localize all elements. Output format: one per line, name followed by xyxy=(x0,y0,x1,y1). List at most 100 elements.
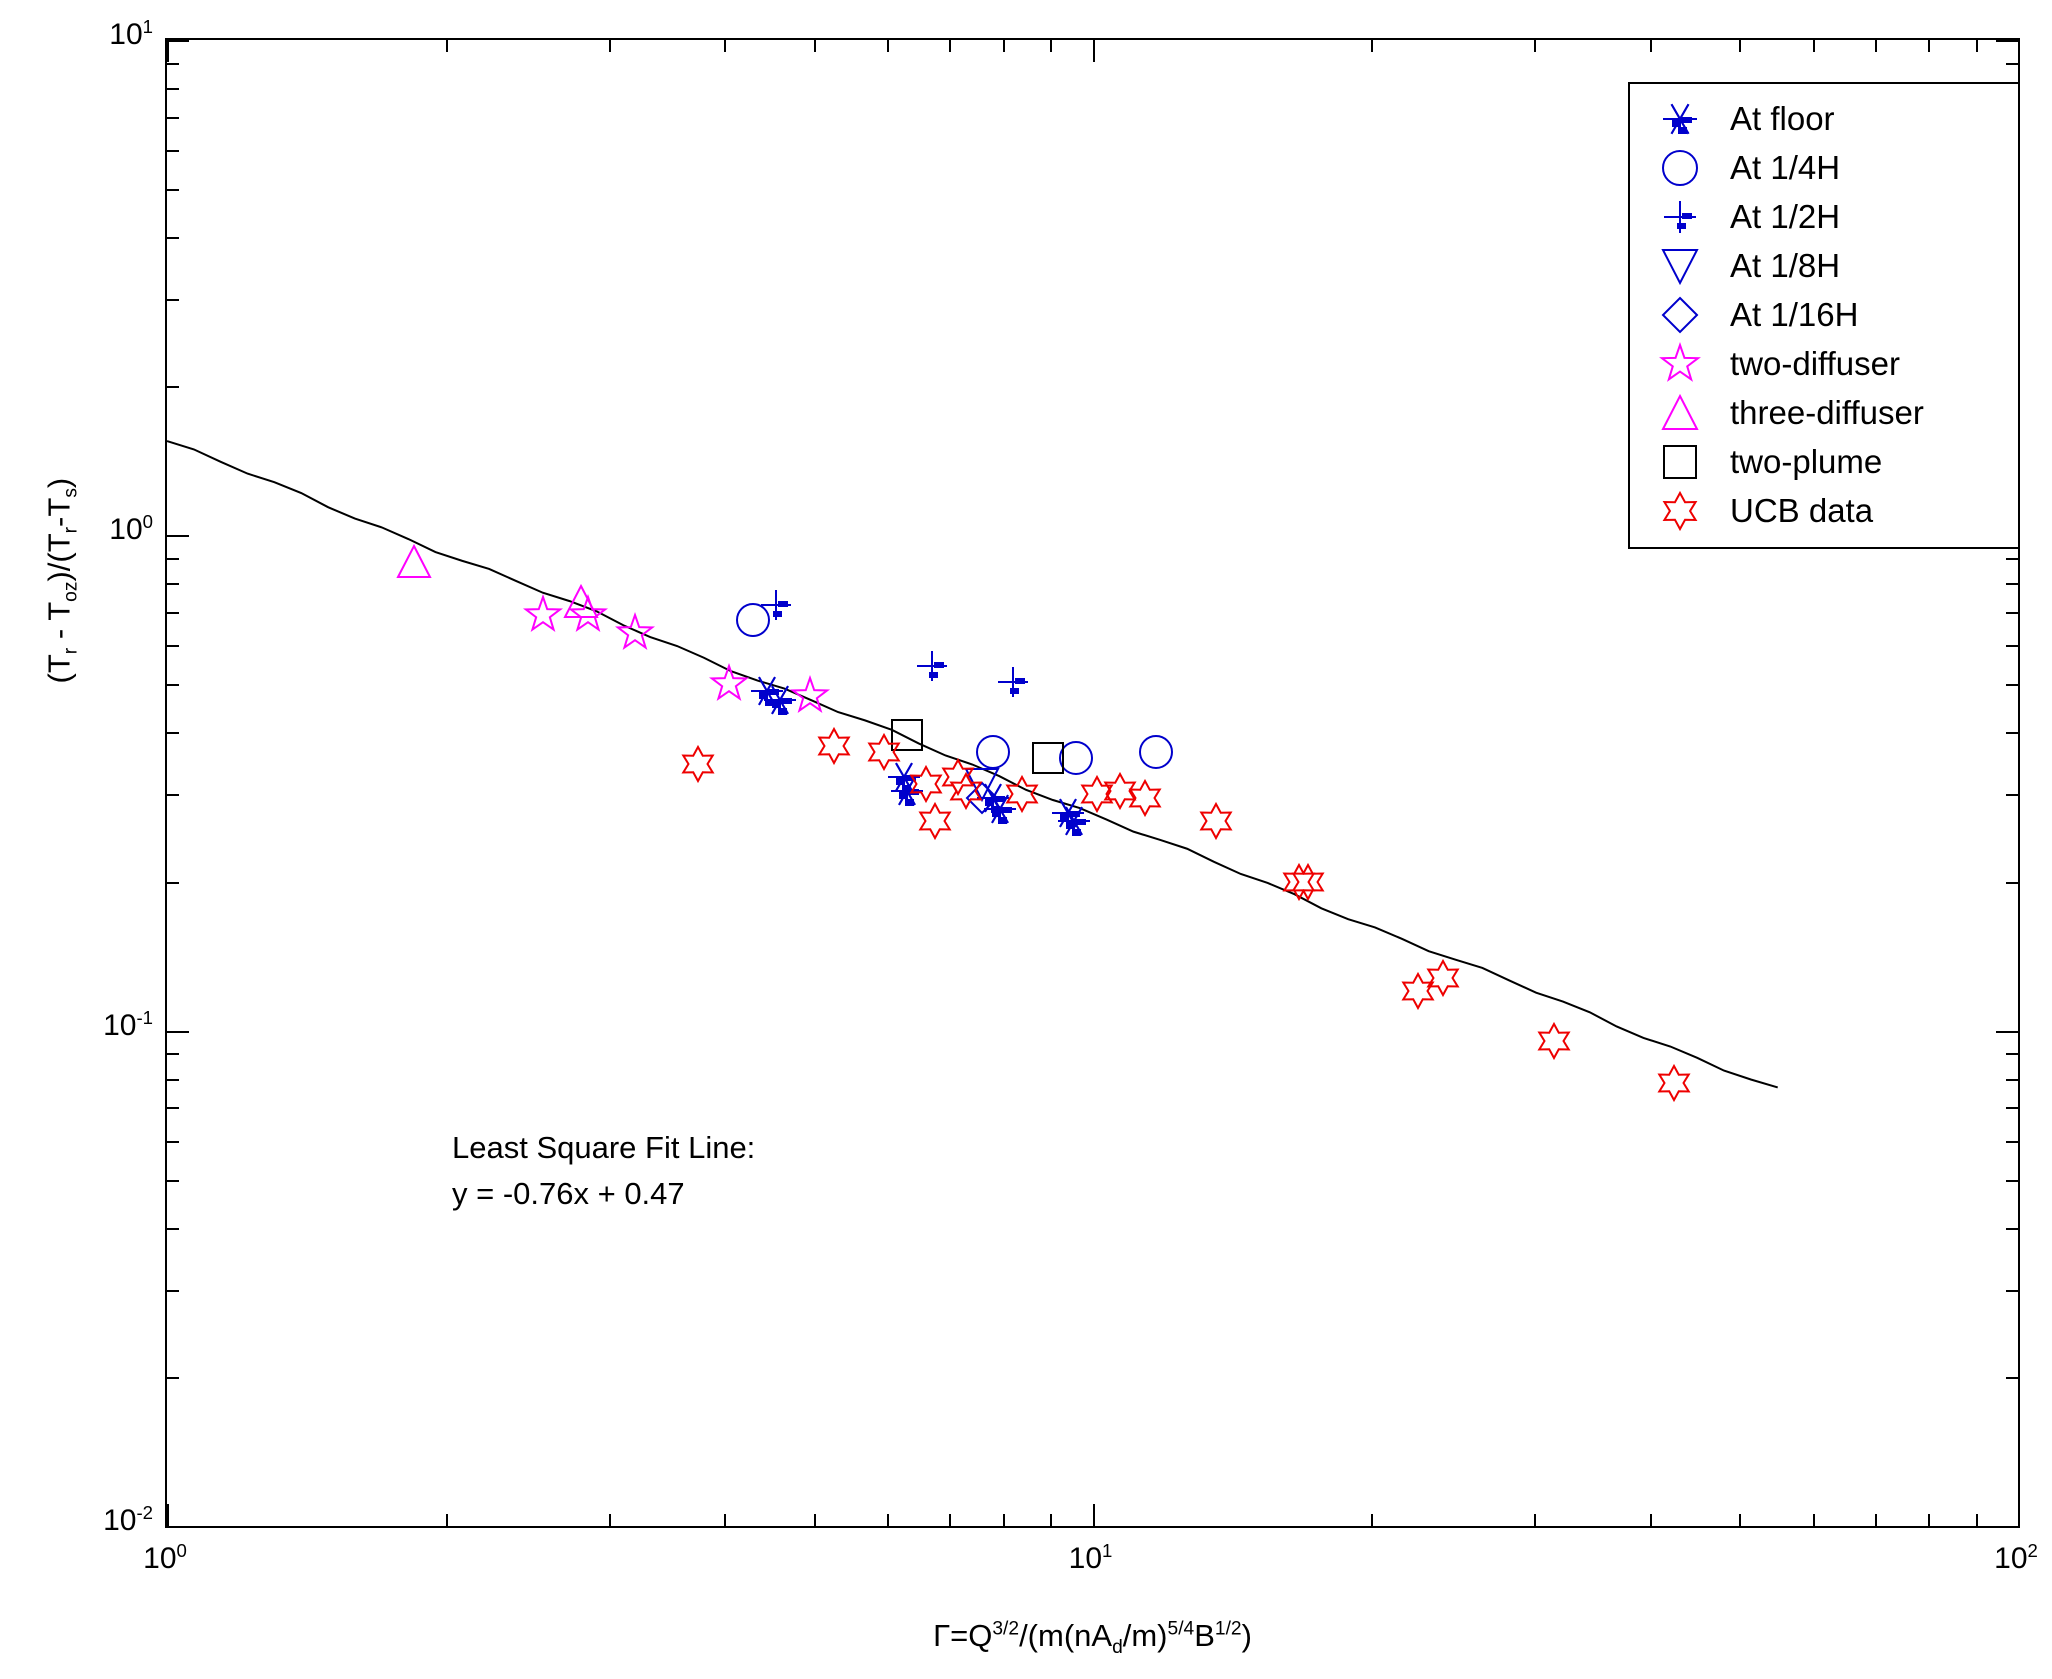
tick-mark xyxy=(167,645,179,648)
tick-mark xyxy=(1371,1514,1374,1526)
tick-mark xyxy=(167,1053,179,1056)
tick-mark xyxy=(167,612,179,615)
legend-item-two-plume[interactable]: two-plume xyxy=(1630,437,2018,486)
data-point-ucb-data xyxy=(1425,958,1461,997)
tick-mark xyxy=(1739,1514,1742,1526)
data-point-ucb-data xyxy=(1198,801,1234,841)
tick-mark xyxy=(2006,612,2018,615)
legend-item-at-1-4h[interactable]: At 1/4H xyxy=(1630,143,2018,192)
legend-item-at-floor[interactable]: At floor xyxy=(1630,94,2018,143)
data-point-three-diffuser xyxy=(396,543,432,580)
legend-item-label: two-diffuser xyxy=(1730,344,1900,382)
tick-mark xyxy=(2006,583,2018,586)
data-point-ucb-data xyxy=(1079,775,1115,814)
data-point-two-diffuser xyxy=(567,594,609,634)
legend-item-two-diffuser[interactable]: two-diffuser xyxy=(1630,339,2018,388)
diamond-marker-icon xyxy=(1630,296,1730,334)
data-point-ucb-data xyxy=(680,745,716,784)
triangle-up-marker-icon xyxy=(1630,393,1730,432)
data-point-three-diffuser xyxy=(563,583,599,620)
legend-item-at-1-2h[interactable]: At 1/2H xyxy=(1630,192,2018,241)
data-point-ucb-data xyxy=(866,732,902,772)
tick-mark xyxy=(2006,1053,2018,1056)
tick-mark xyxy=(1812,40,1815,52)
tick-mark xyxy=(167,386,179,389)
tick-mark xyxy=(445,40,448,52)
tick-mark xyxy=(1975,1514,1978,1526)
legend-item-at-1-8h[interactable]: At 1/8H xyxy=(1630,241,2018,290)
data-point-at-1-4h xyxy=(735,602,771,638)
fit-line-annotation: Least Square Fit Line: y = -0.76x + 0.47 xyxy=(452,1125,755,1217)
tick-mark xyxy=(167,684,179,687)
tick-mark xyxy=(167,557,179,560)
tick-mark xyxy=(2006,1289,2018,1292)
y-tick-label: 100 xyxy=(109,511,153,547)
legend-item-at-1-16h[interactable]: At 1/16H xyxy=(1630,290,2018,339)
y-tick-label: 10-2 xyxy=(103,1502,153,1537)
tick-mark xyxy=(1739,40,1742,52)
tick-mark xyxy=(1649,1514,1652,1526)
annotation-line-1: Least Square Fit Line: xyxy=(452,1130,756,1165)
tick-mark xyxy=(2006,684,2018,687)
legend: At floor At 1/4H At 1/2H At 1/8H At 1/16H two… xyxy=(1628,82,2020,549)
legend-item-ucb-data[interactable]: UCB data xyxy=(1630,486,2018,535)
data-point-at-1-8h xyxy=(964,766,1000,802)
data-point-two-diffuser xyxy=(523,594,564,634)
tick-mark xyxy=(167,189,179,192)
tick-mark xyxy=(1534,40,1537,52)
tick-mark xyxy=(1996,1030,2018,1033)
least-square-fit-line xyxy=(166,440,1778,1089)
data-point-ucb-data xyxy=(948,771,984,810)
legend-item-label: At 1/8H xyxy=(1730,246,1841,284)
square-marker-icon xyxy=(1630,444,1730,480)
annotation-line-2: y = -0.76x + 0.47 xyxy=(452,1176,685,1211)
tick-mark xyxy=(167,1526,189,1528)
tick-mark xyxy=(1050,40,1053,52)
data-point-at-floor xyxy=(763,683,797,717)
tick-mark xyxy=(167,116,179,119)
tick-mark xyxy=(887,40,890,52)
data-point-at-1-2h xyxy=(915,649,949,683)
data-point-ucb-data xyxy=(1102,771,1138,810)
tick-mark xyxy=(167,1227,179,1230)
y-tick-label: 101 xyxy=(109,16,153,51)
tick-mark xyxy=(167,1107,179,1110)
data-point-at-1-16h xyxy=(965,781,999,815)
y-tick-label: 10-1 xyxy=(103,1006,153,1042)
tick-mark xyxy=(167,40,169,62)
tick-mark xyxy=(167,881,179,884)
tick-mark xyxy=(949,40,952,52)
data-point-ucb-data xyxy=(1536,1021,1572,1060)
data-point-at-1-4h xyxy=(975,734,1011,770)
x-tick-label: 100 xyxy=(143,1540,187,1575)
tick-mark xyxy=(2006,645,2018,648)
circle-marker-icon xyxy=(1630,149,1730,187)
tick-mark xyxy=(167,40,189,42)
data-point-two-diffuser xyxy=(789,674,830,715)
x-tick-label: 102 xyxy=(1994,1540,2038,1575)
tick-mark xyxy=(167,298,179,301)
tick-mark xyxy=(2006,557,2018,560)
plot-canvas xyxy=(166,40,2020,1528)
data-point-ucb-data xyxy=(816,727,852,766)
data-point-at-floor xyxy=(750,674,784,708)
tick-mark xyxy=(167,535,189,538)
plus-marker-icon xyxy=(1630,199,1730,235)
x-tick-label: 101 xyxy=(1068,1540,1113,1575)
tick-mark xyxy=(167,1376,179,1379)
tick-mark xyxy=(167,1140,179,1143)
data-point-at-1-2h xyxy=(759,588,793,622)
tick-mark xyxy=(1002,40,1005,52)
tick-mark xyxy=(1371,40,1374,52)
at-floor-marker-icon xyxy=(1630,101,1730,137)
tick-mark xyxy=(608,1514,611,1526)
triangle-down-marker-icon xyxy=(1630,247,1730,285)
tick-mark xyxy=(167,1030,189,1033)
legend-item-three-diffuser[interactable]: three-diffuser xyxy=(1630,388,2018,437)
tick-mark xyxy=(167,237,179,240)
legend-item-label: At floor xyxy=(1730,99,1835,137)
tick-mark xyxy=(2006,1107,2018,1110)
tick-mark xyxy=(167,149,179,152)
tick-mark xyxy=(1534,1514,1537,1526)
